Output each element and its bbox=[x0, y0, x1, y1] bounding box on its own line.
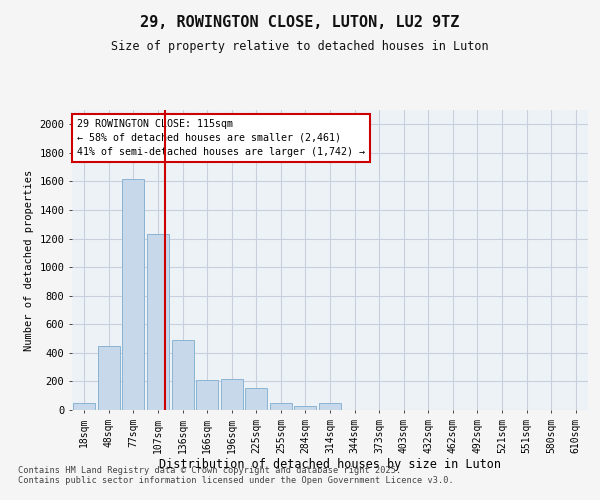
Y-axis label: Number of detached properties: Number of detached properties bbox=[24, 170, 34, 350]
Bar bbox=[172, 340, 194, 410]
Bar bbox=[147, 234, 169, 410]
Text: 29, ROWINGTON CLOSE, LUTON, LU2 9TZ: 29, ROWINGTON CLOSE, LUTON, LU2 9TZ bbox=[140, 15, 460, 30]
Bar bbox=[319, 403, 341, 410]
Bar bbox=[196, 380, 218, 410]
Bar bbox=[270, 403, 292, 410]
Text: 29 ROWINGTON CLOSE: 115sqm
← 58% of detached houses are smaller (2,461)
41% of s: 29 ROWINGTON CLOSE: 115sqm ← 58% of deta… bbox=[77, 119, 365, 157]
Text: Contains HM Land Registry data © Crown copyright and database right 2025.
Contai: Contains HM Land Registry data © Crown c… bbox=[18, 466, 454, 485]
Bar bbox=[73, 403, 95, 410]
X-axis label: Distribution of detached houses by size in Luton: Distribution of detached houses by size … bbox=[159, 458, 501, 471]
Bar bbox=[122, 178, 145, 410]
Bar bbox=[221, 380, 243, 410]
Bar bbox=[295, 406, 316, 410]
Text: Size of property relative to detached houses in Luton: Size of property relative to detached ho… bbox=[111, 40, 489, 53]
Bar bbox=[98, 346, 120, 410]
Bar bbox=[245, 388, 268, 410]
